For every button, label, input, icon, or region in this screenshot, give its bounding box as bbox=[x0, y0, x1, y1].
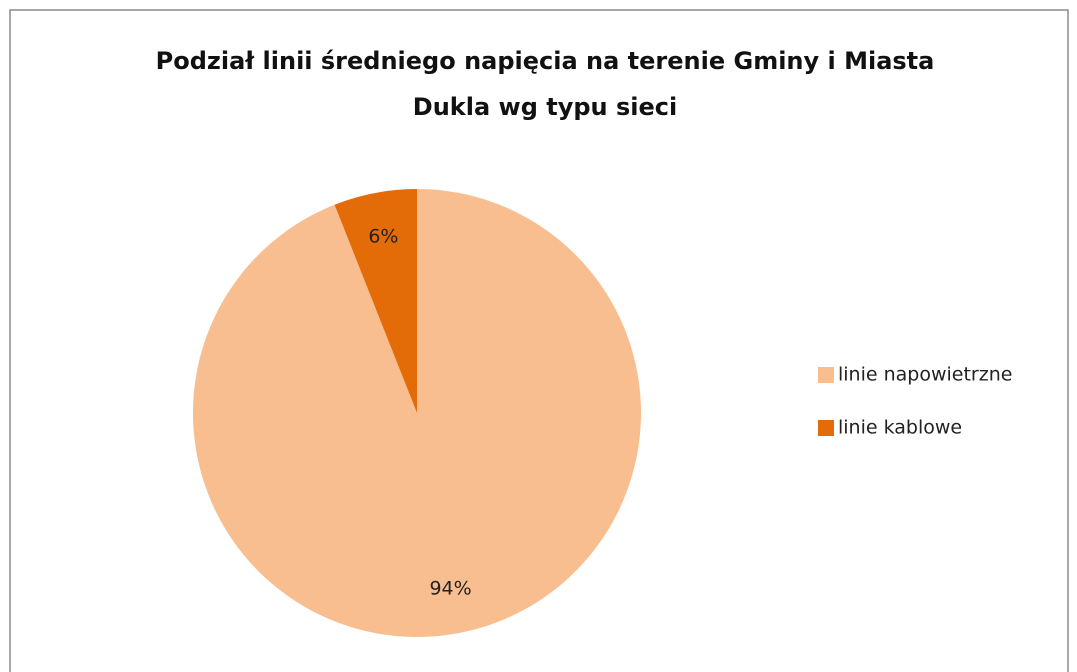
chart-title: Podział linii średniego napięcia na tere… bbox=[155, 47, 935, 121]
legend-label: linie kablowe bbox=[838, 417, 962, 439]
legend-swatch bbox=[818, 367, 834, 383]
data-label: 94% bbox=[429, 578, 471, 600]
legend-label: linie napowietrzne bbox=[838, 364, 1012, 386]
legend-swatch bbox=[818, 420, 834, 436]
data-label: 6% bbox=[368, 225, 398, 247]
pie-slice bbox=[334, 189, 417, 413]
pie-slice bbox=[193, 189, 642, 637]
